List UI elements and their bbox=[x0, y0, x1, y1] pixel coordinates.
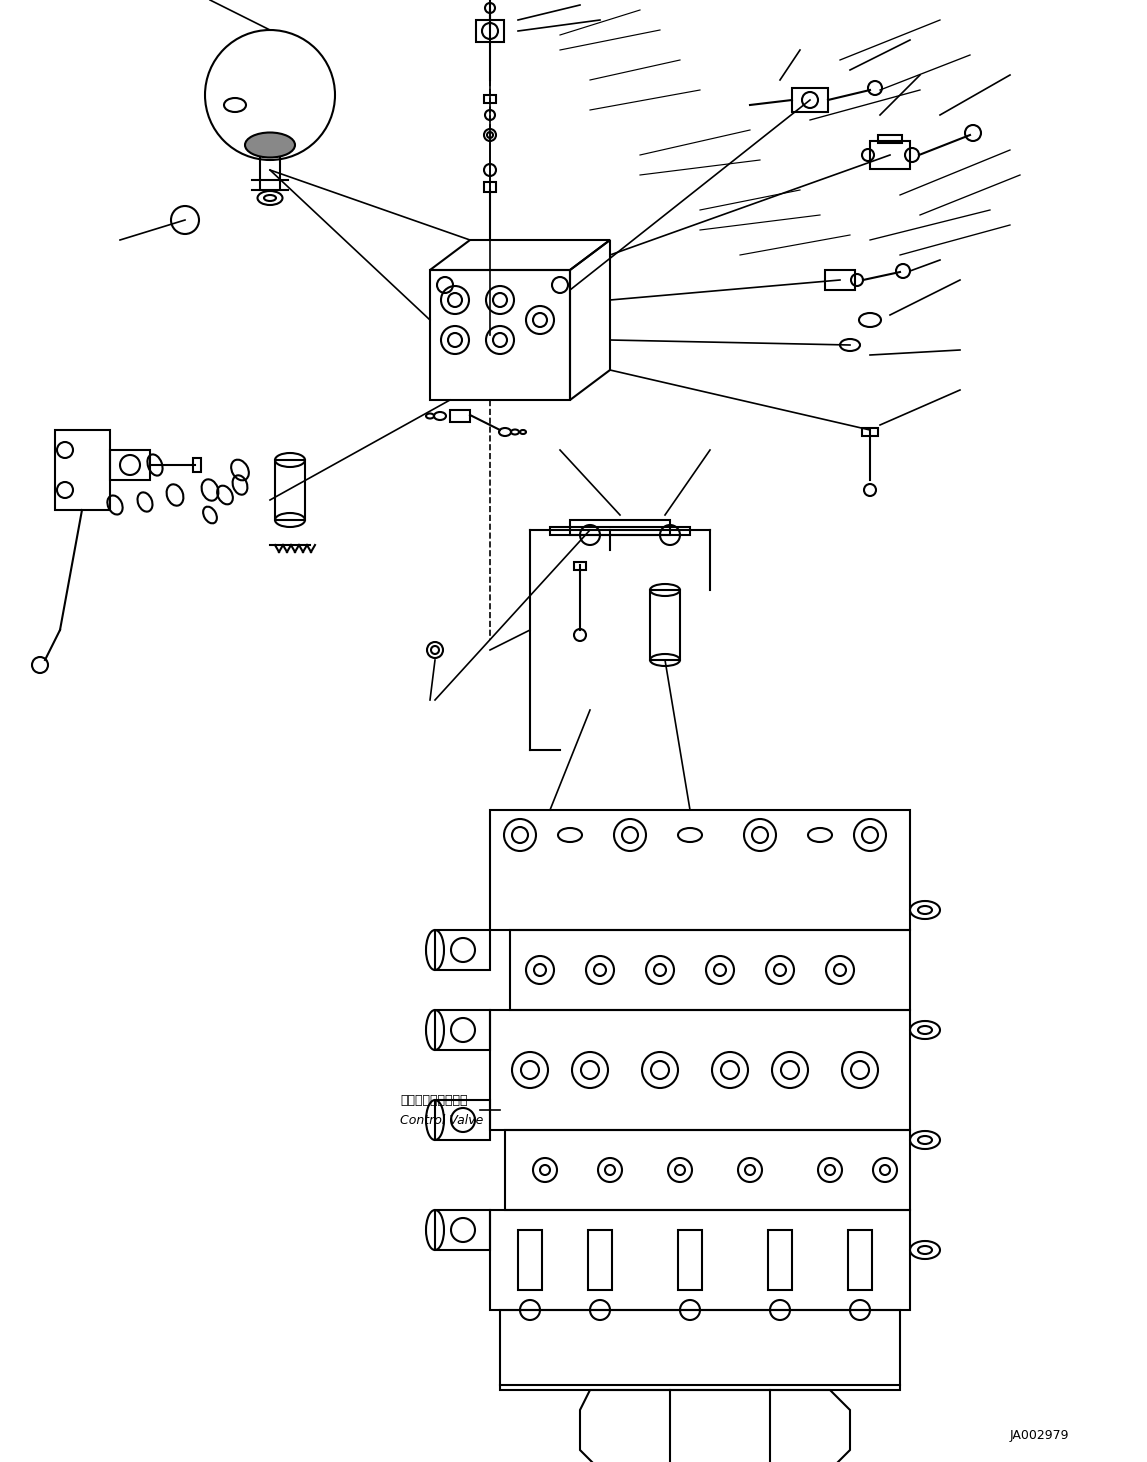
Bar bbox=[484, 181, 496, 192]
Bar bbox=[450, 409, 470, 423]
Ellipse shape bbox=[245, 133, 295, 158]
Bar bbox=[484, 95, 496, 102]
Bar bbox=[650, 591, 680, 659]
Bar bbox=[791, 88, 828, 113]
Bar bbox=[505, 1130, 910, 1211]
Bar bbox=[490, 1211, 910, 1310]
Bar bbox=[500, 1310, 900, 1390]
Bar bbox=[588, 1230, 612, 1289]
Bar bbox=[863, 428, 877, 436]
Bar bbox=[871, 140, 910, 170]
Bar bbox=[435, 1010, 490, 1050]
Text: Control Valve: Control Valve bbox=[400, 1114, 483, 1127]
Bar bbox=[574, 561, 586, 570]
Bar bbox=[430, 270, 570, 401]
Bar bbox=[435, 930, 490, 969]
Text: コントロールバルブ: コントロールバルブ bbox=[400, 1094, 468, 1107]
Bar bbox=[768, 1230, 791, 1289]
Bar bbox=[55, 430, 110, 510]
Bar bbox=[570, 520, 670, 535]
Bar bbox=[825, 270, 855, 289]
Text: JA002979: JA002979 bbox=[1011, 1428, 1069, 1442]
Bar bbox=[476, 20, 504, 42]
Bar bbox=[510, 930, 910, 1010]
Bar bbox=[877, 135, 902, 143]
Bar bbox=[110, 450, 150, 480]
Bar bbox=[490, 1010, 910, 1130]
Bar bbox=[490, 810, 910, 930]
Bar bbox=[518, 1230, 543, 1289]
Bar bbox=[435, 1099, 490, 1140]
Bar bbox=[275, 461, 305, 520]
Bar bbox=[551, 526, 690, 535]
Bar bbox=[435, 1211, 490, 1250]
Bar bbox=[848, 1230, 872, 1289]
Bar bbox=[678, 1230, 702, 1289]
Bar bbox=[193, 458, 201, 472]
